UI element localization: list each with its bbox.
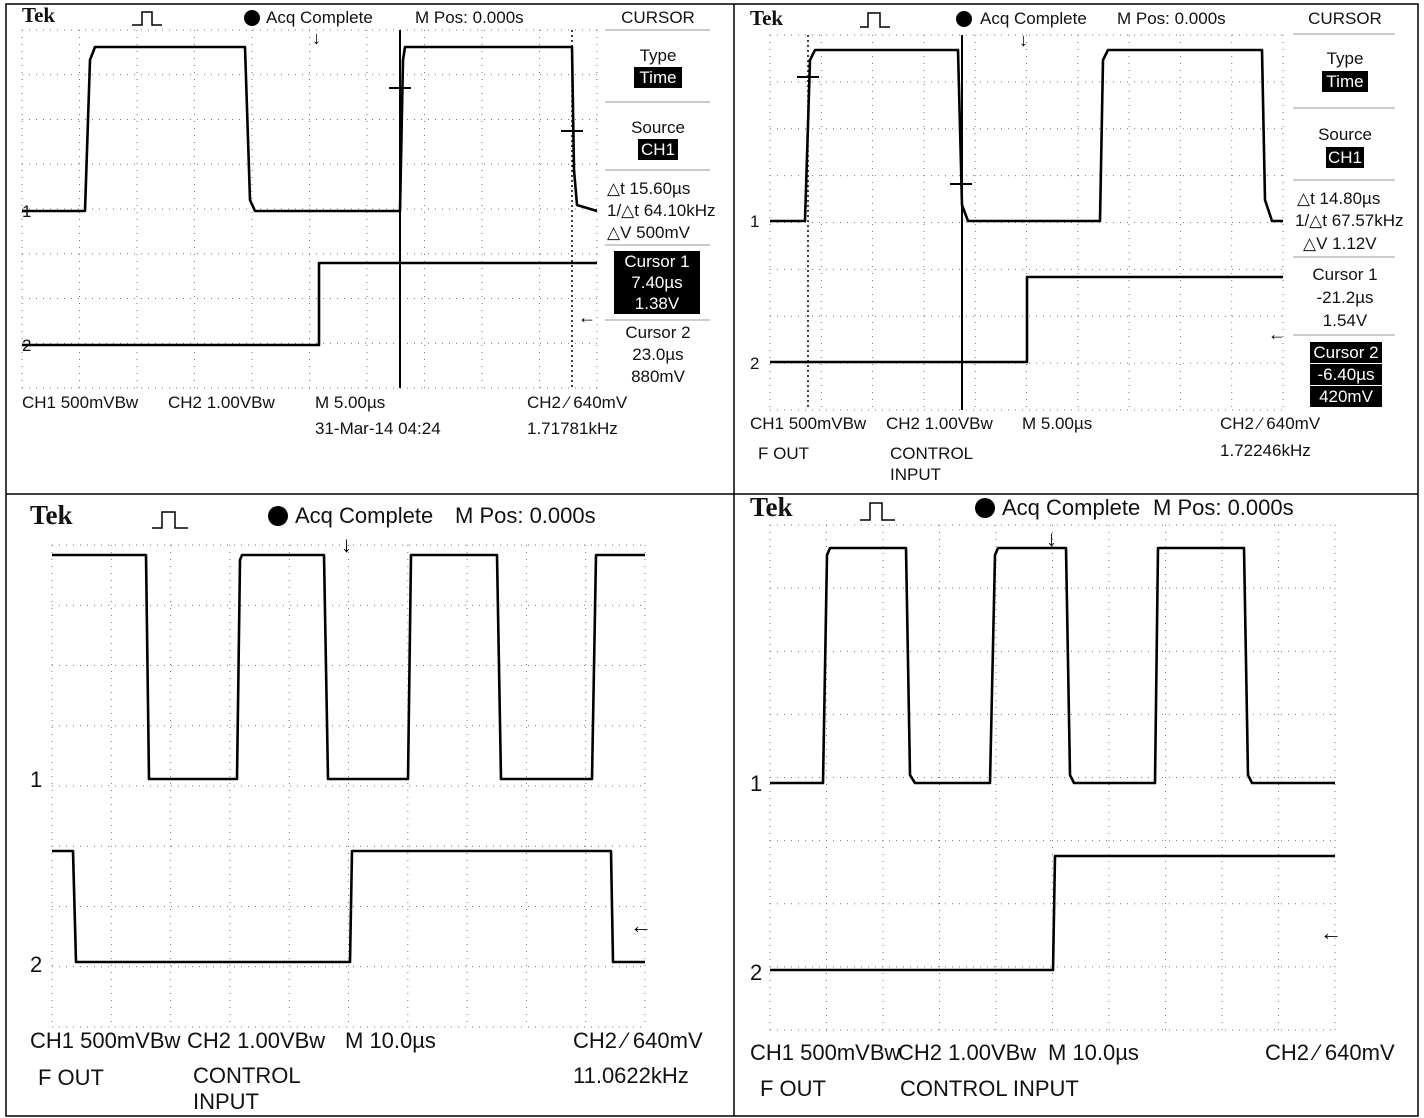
label: CONTROL INPUT [193, 1063, 313, 1115]
channel-marker: 1 [30, 767, 42, 793]
position: M Pos: 0.000s [415, 7, 524, 28]
channel-marker: 2 [750, 353, 759, 374]
menu-item: 1.38V [614, 293, 700, 314]
svg-text:←: ← [630, 913, 652, 938]
menu-item: △t 15.60µs [607, 178, 690, 199]
footer-text: CH2 ⁄ 640mV [527, 392, 627, 413]
arrows: ↓ ← ↓ ← ↓ ← ↓ ← [312, 28, 1342, 945]
svg-text:←: ← [1320, 920, 1342, 945]
screens: ↓ ← ↓ ← ↓ ← ↓ ← [0, 0, 1424, 1118]
menu-item: 23.0µs [608, 344, 708, 365]
footer-text: CH1 500mVBw [750, 1040, 900, 1066]
channel-marker: 1 [750, 211, 759, 232]
menu-item: Type [1295, 48, 1395, 69]
label: CONTROL INPUT [900, 1076, 1079, 1102]
menu-item: 1/△t 67.57kHz [1295, 210, 1404, 231]
svg-text:←: ← [1268, 324, 1286, 344]
status: Acq Complete [266, 7, 373, 28]
svg-text:↓: ↓ [1046, 526, 1057, 551]
menu-title: CURSOR [1295, 8, 1395, 29]
footer-text: M 5.00µs [1022, 413, 1092, 434]
footer-text: 31-Mar-14 04:24 [315, 418, 441, 439]
menu-item: Time [1322, 71, 1368, 92]
menu-item: 420mV [1310, 386, 1382, 407]
footer-text: CH2 ⁄ 640mV [1265, 1040, 1395, 1066]
svg-text:↓: ↓ [312, 28, 321, 48]
footer-text: CH1 500mVBw [22, 392, 138, 413]
menu-item: △V 1.12V [1303, 233, 1377, 254]
footer-text: CH2 ⁄ 640mV [573, 1028, 703, 1054]
footer-text: M 10.0µs [345, 1028, 436, 1054]
menu-item: -6.40µs [1310, 364, 1382, 385]
page: ↓ ← ↓ ← ↓ ← ↓ ← Tek Acq Complete M Pos: 0.00… [0, 0, 1424, 1118]
footer-text: CH2 1.00VBw [187, 1028, 325, 1054]
footer-text: CH1 500mVBw [750, 413, 866, 434]
label: F OUT [760, 1076, 826, 1102]
brand: Tek [750, 8, 783, 29]
footer-text: 11.0622kHz [573, 1063, 689, 1089]
svg-text:↓: ↓ [1019, 30, 1028, 50]
frame [6, 4, 1418, 1116]
svg-text:←: ← [578, 307, 596, 327]
footer-text: M 5.00µs [315, 392, 385, 413]
footer-text: 1.71781kHz [527, 418, 618, 439]
label: CONTROL INPUT [890, 443, 990, 485]
menu-item: 880mV [608, 366, 708, 387]
menu-item: Cursor 1 [1295, 264, 1395, 285]
brand: Tek [750, 494, 793, 520]
footer-text: CH2 1.00VBw [886, 413, 993, 434]
position: M Pos: 0.000s [1153, 495, 1294, 521]
label: F OUT [758, 443, 809, 464]
menu-item: Type [608, 45, 708, 66]
footer-text: CH2 1.00VBw [898, 1040, 1036, 1066]
menu-item: Source [608, 117, 708, 138]
menu-item: CH1 [1326, 147, 1364, 168]
status: Acq Complete [295, 503, 433, 529]
menu-item: Source [1295, 124, 1395, 145]
footer-text: M 10.0µs [1048, 1040, 1139, 1066]
status: Acq Complete [980, 8, 1087, 29]
menu-item: Time [634, 67, 682, 88]
menu-item: Cursor 1 [614, 251, 700, 272]
menu-item: 1.54V [1295, 310, 1395, 331]
menu-item: △V 500mV [607, 222, 690, 243]
brand: Tek [22, 5, 55, 26]
position: M Pos: 0.000s [1117, 8, 1226, 29]
menu-item: -21.2µs [1295, 287, 1395, 308]
channel-marker: 2 [30, 952, 42, 978]
footer-text: CH2 1.00VBw [168, 392, 275, 413]
footer-text: 1.72246kHz [1220, 440, 1311, 461]
menu-item: △t 14.80µs [1297, 188, 1380, 209]
menu-title: CURSOR [608, 7, 708, 28]
status: Acq Complete [1002, 495, 1140, 521]
menu-item: Cursor 2 [1310, 342, 1382, 363]
svg-text:↓: ↓ [341, 532, 352, 557]
brand: Tek [30, 502, 73, 528]
menu-item: CH1 [638, 139, 678, 160]
label: F OUT [38, 1065, 104, 1091]
footer-text: CH1 500mVBw [30, 1028, 180, 1054]
channel-marker: 2 [22, 335, 31, 356]
channel-marker: 1 [22, 201, 31, 222]
menu-item: 7.40µs [614, 272, 700, 293]
channel-marker: 2 [750, 960, 762, 986]
menu-item: Cursor 2 [608, 322, 708, 343]
menu-item: 1/△t 64.10kHz [607, 200, 716, 221]
footer-text: CH2 ⁄ 640mV [1220, 413, 1320, 434]
channel-marker: 1 [750, 771, 762, 797]
position: M Pos: 0.000s [455, 503, 596, 529]
